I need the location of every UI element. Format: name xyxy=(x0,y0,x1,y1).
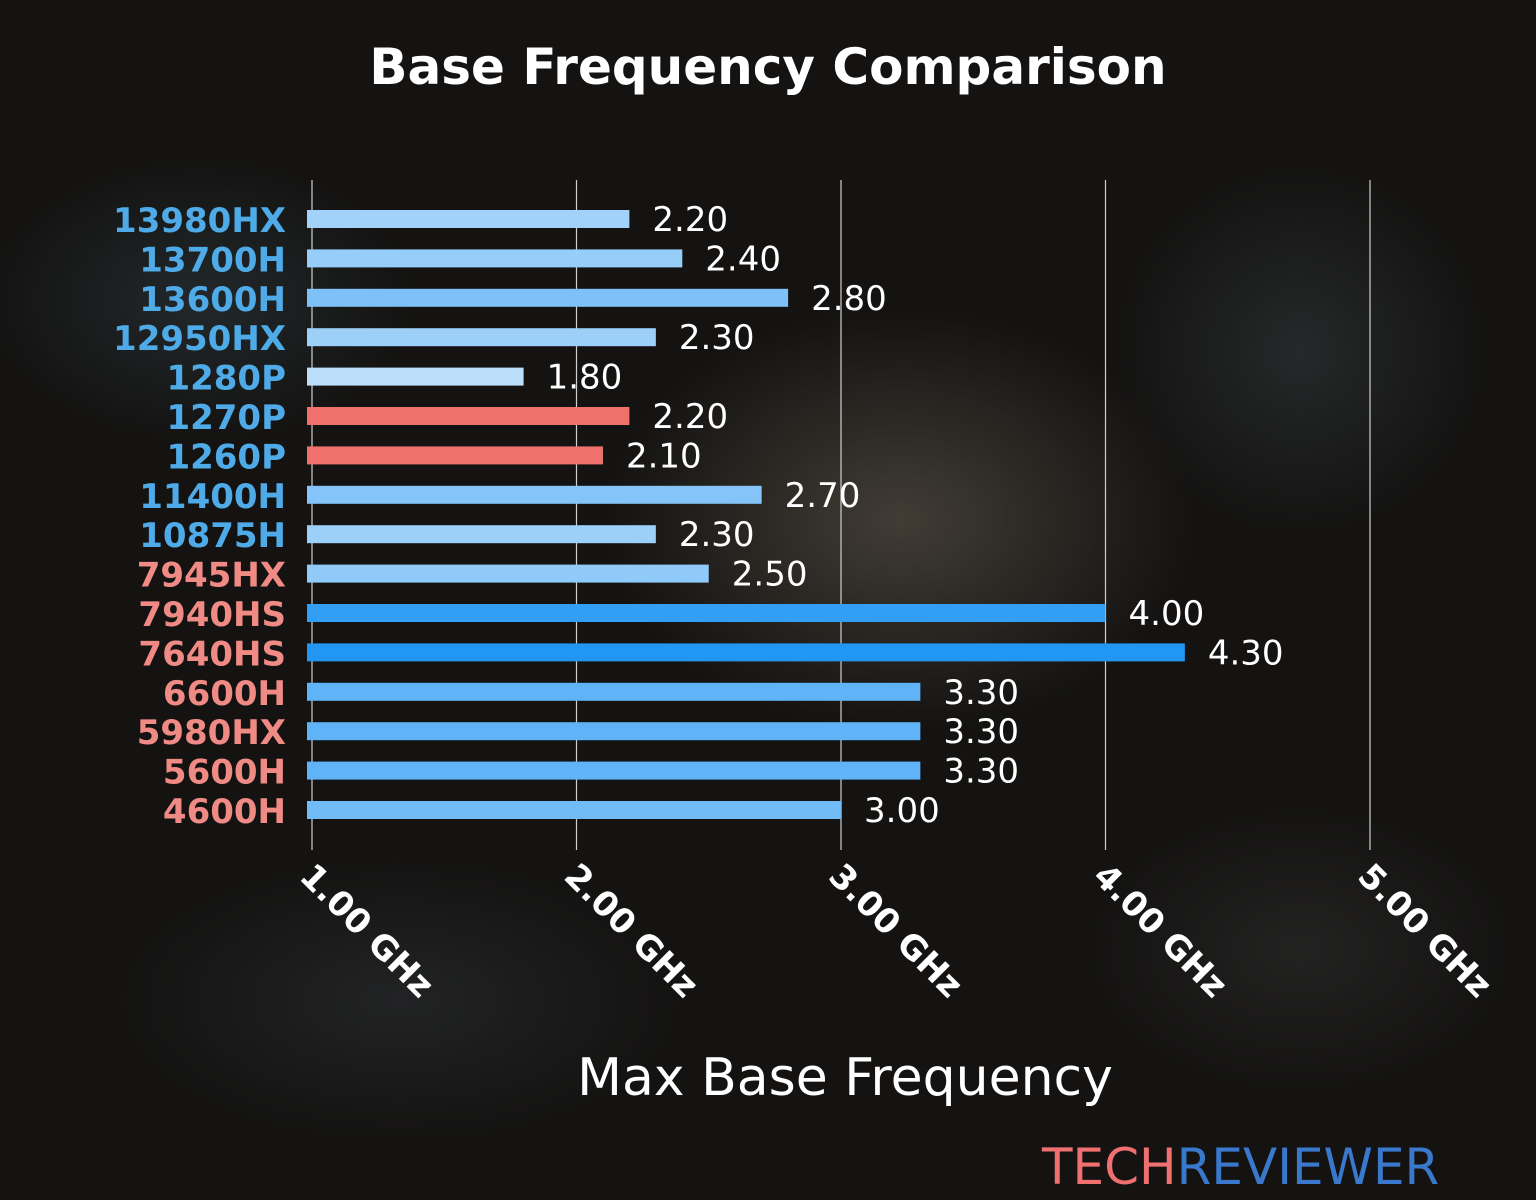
data-label: 2.30 xyxy=(679,318,755,358)
y-tick-label: 1280P xyxy=(166,359,286,399)
y-tick-label: 13700H xyxy=(139,240,286,280)
bar xyxy=(307,722,921,741)
data-label: 2.20 xyxy=(652,200,728,240)
x-tick-label: 2.00 GHz xyxy=(556,856,706,1006)
bar xyxy=(307,525,656,544)
x-tick-label: 3.00 GHz xyxy=(821,856,971,1006)
data-label: 4.00 xyxy=(1129,594,1205,634)
y-tick-label: 6600H xyxy=(163,674,286,714)
data-label: 2.10 xyxy=(626,436,702,476)
bar xyxy=(307,328,656,347)
bar xyxy=(307,288,789,307)
bar xyxy=(307,485,762,504)
y-tick-label: 12950HX xyxy=(113,319,286,359)
bar xyxy=(307,367,524,386)
y-tick-label: 1270P xyxy=(166,398,286,438)
y-tick-label: 5980HX xyxy=(137,713,286,753)
x-tick-label: 1.00 GHz xyxy=(292,856,442,1006)
bar xyxy=(307,643,1185,662)
data-label: 2.20 xyxy=(652,397,728,437)
bar xyxy=(307,210,630,228)
y-tick-label: 4600H xyxy=(163,792,286,832)
watermark-reviewer: REVIEWER xyxy=(1177,1138,1440,1196)
data-label: 2.70 xyxy=(785,476,861,516)
data-label: 2.80 xyxy=(811,279,887,319)
x-axis-label: Max Base Frequency xyxy=(577,1048,1113,1108)
y-tick-label: 7945HX xyxy=(137,556,286,596)
bar xyxy=(307,249,683,268)
data-label: 3.30 xyxy=(943,673,1019,713)
bar xyxy=(307,682,921,701)
y-tick-label: 7640HS xyxy=(138,634,286,674)
bar xyxy=(307,801,841,819)
bar xyxy=(307,604,1106,622)
x-tick-label: 5.00 GHz xyxy=(1350,856,1500,1006)
y-tick-label: 5600H xyxy=(163,753,286,793)
y-tick-label: 10875H xyxy=(139,516,286,556)
data-label: 3.30 xyxy=(943,712,1019,752)
y-tick-label: 13980HX xyxy=(113,201,286,241)
data-label: 2.40 xyxy=(705,239,781,279)
data-label: 2.30 xyxy=(679,515,755,555)
chart-title: Base Frequency Comparison xyxy=(369,38,1166,96)
data-label: 3.30 xyxy=(943,752,1019,792)
x-tick-label: 4.00 GHz xyxy=(1085,856,1235,1006)
data-label: 3.00 xyxy=(864,791,940,831)
y-tick-label: 1260P xyxy=(166,437,286,477)
y-tick-label: 13600H xyxy=(139,280,286,320)
bar xyxy=(307,564,709,583)
data-label: 1.80 xyxy=(547,358,623,398)
y-tick-label: 11400H xyxy=(139,477,286,517)
y-tick-label: 7940HS xyxy=(138,595,286,635)
data-label: 4.30 xyxy=(1208,633,1284,673)
bar xyxy=(307,407,630,425)
data-label: 2.50 xyxy=(732,555,808,595)
watermark-tech: TECH xyxy=(1041,1138,1177,1196)
watermark-logo: TECHREVIEWER xyxy=(1041,1138,1439,1196)
bar xyxy=(307,446,603,465)
bar xyxy=(307,761,921,780)
